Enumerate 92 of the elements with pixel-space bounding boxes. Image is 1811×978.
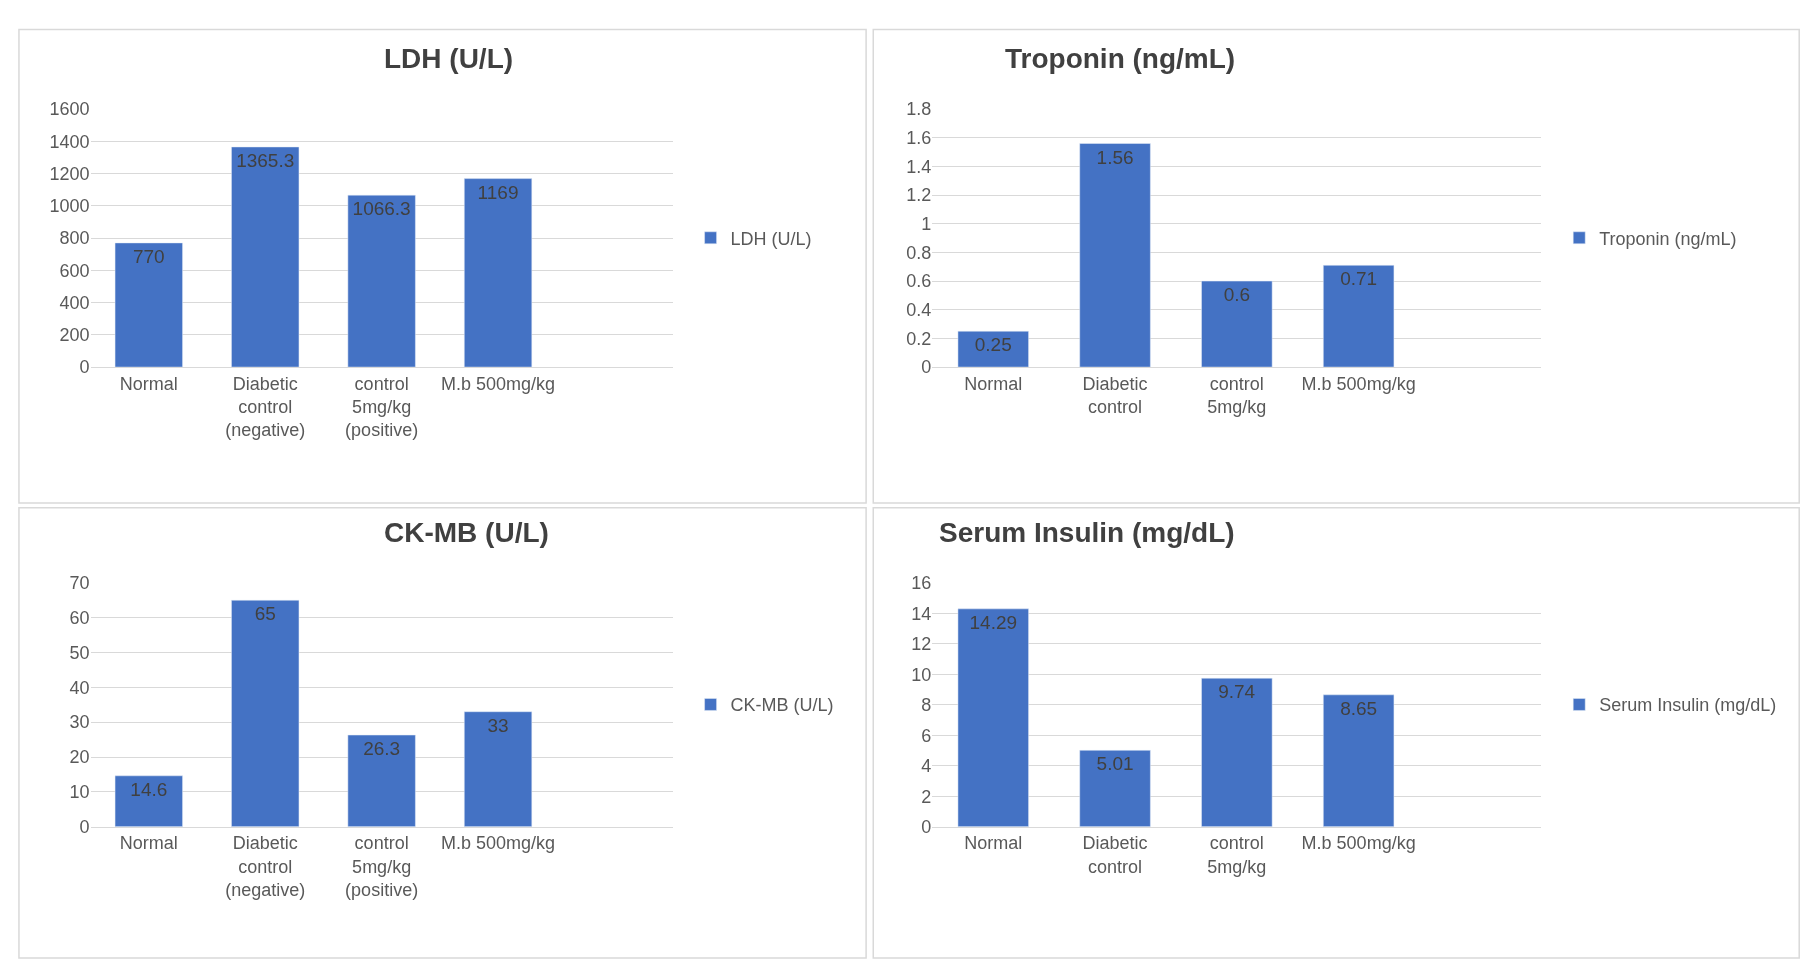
y-tick-label: 12 [911, 634, 932, 655]
bar [1079, 143, 1151, 368]
y-tick-label: 0 [79, 816, 90, 837]
x-tick-label: Normal [964, 833, 1023, 854]
chart-title: LDH (U/L) [384, 43, 514, 74]
y-tick-label: 1.6 [906, 128, 932, 149]
data-label: 0.25 [974, 334, 1012, 356]
bar [231, 146, 300, 368]
y-tick-label: 10 [69, 782, 90, 803]
x-tick-label: M.b 500mg/kg [441, 833, 556, 854]
chart-title: CK-MB (U/L) [384, 517, 549, 548]
y-tick-label: 16 [911, 573, 932, 594]
y-tick-label: 200 [59, 325, 90, 346]
y-tick-label: 600 [59, 260, 90, 281]
bar [347, 194, 416, 368]
data-label: 0.71 [1340, 268, 1378, 290]
data-label: 1.56 [1096, 146, 1134, 168]
y-tick-label: 0.8 [906, 242, 932, 263]
y-tick-label: 1600 [49, 99, 90, 120]
data-label: 9.74 [1218, 681, 1256, 703]
y-tick-label: 400 [59, 292, 90, 313]
data-label: 65 [254, 603, 276, 625]
y-tick-label: 20 [69, 747, 90, 768]
y-tick-label: 70 [69, 573, 90, 594]
data-label: 1066.3 [352, 198, 411, 220]
y-tick-label: 1 [921, 214, 932, 235]
legend-label: Troponin (ng/mL) [1599, 228, 1737, 249]
y-tick-label: 1400 [49, 131, 90, 152]
y-tick-label: 0.2 [906, 328, 932, 349]
data-label: 8.65 [1340, 697, 1378, 719]
bar [347, 734, 416, 827]
y-tick-label: 1.4 [906, 156, 932, 177]
x-tick-label: control 5mg/kg [1207, 373, 1267, 418]
legend-label: Serum Insulin (mg/dL) [1599, 695, 1777, 716]
y-tick-label: 10 [911, 664, 932, 685]
chart-title: Serum Insulin (mg/dL) [939, 517, 1235, 548]
bar [1323, 694, 1395, 827]
data-label: 14.6 [130, 778, 168, 800]
y-tick-label: 30 [69, 712, 90, 733]
bar [114, 242, 183, 368]
y-tick-label: 0 [921, 357, 932, 378]
data-label: 5.01 [1096, 753, 1134, 775]
x-tick-label: control 5mg/kg [1207, 833, 1267, 877]
x-tick-label: Diabetic control (negative) [225, 833, 306, 901]
y-tick-label: 6 [921, 725, 932, 746]
y-tick-label: 40 [69, 677, 90, 698]
x-tick-label: control 5mg/kg (positive) [345, 833, 419, 901]
y-tick-label: 2 [921, 786, 932, 807]
x-tick-label: Diabetic control [1082, 373, 1148, 418]
data-label: 770 [132, 245, 165, 267]
legend-label: LDH (U/L) [730, 228, 812, 249]
data-label: 14.29 [969, 611, 1018, 633]
bar [464, 178, 533, 368]
data-label: 33 [487, 714, 509, 736]
bar [464, 711, 533, 827]
x-tick-label: Normal [119, 373, 178, 394]
x-tick-label: Normal [964, 373, 1023, 394]
y-tick-label: 4 [921, 756, 932, 777]
x-tick-label: M.b 500mg/kg [441, 373, 556, 394]
x-tick-label: control 5mg/kg (positive) [345, 373, 419, 441]
data-label: 1169 [477, 181, 519, 203]
y-tick-label: 0.4 [906, 300, 932, 321]
bar [957, 330, 1029, 368]
bar [1323, 265, 1395, 368]
x-tick-label: Diabetic control [1082, 833, 1148, 877]
bar [957, 608, 1029, 827]
data-label: 1365.3 [236, 149, 295, 171]
y-tick-label: 50 [69, 642, 90, 663]
data-label: 0.6 [1223, 284, 1251, 306]
bar [231, 599, 300, 827]
x-tick-label: Normal [119, 833, 178, 854]
y-tick-label: 1.8 [906, 99, 932, 120]
y-tick-label: 1.2 [906, 185, 932, 206]
y-tick-label: 0 [79, 357, 90, 378]
bar [114, 775, 183, 827]
x-tick-label: M.b 500mg/kg [1301, 373, 1416, 394]
y-tick-label: 60 [69, 607, 90, 628]
y-tick-label: 8 [921, 695, 932, 716]
y-tick-label: 1200 [49, 163, 90, 184]
y-tick-label: 0.6 [906, 271, 932, 292]
bar [1079, 750, 1151, 827]
chart-title: Troponin (ng/mL) [1005, 43, 1236, 74]
y-tick-label: 800 [59, 228, 90, 249]
x-tick-label: Diabetic control (negative) [225, 373, 306, 441]
legend-label: CK-MB (U/L) [730, 695, 834, 716]
x-tick-label: M.b 500mg/kg [1301, 833, 1416, 854]
bar [1201, 677, 1273, 827]
y-tick-label: 1000 [49, 196, 90, 217]
y-tick-label: 0 [921, 816, 932, 837]
bar [1201, 280, 1273, 368]
data-label: 26.3 [363, 738, 401, 760]
y-tick-label: 14 [911, 603, 932, 624]
